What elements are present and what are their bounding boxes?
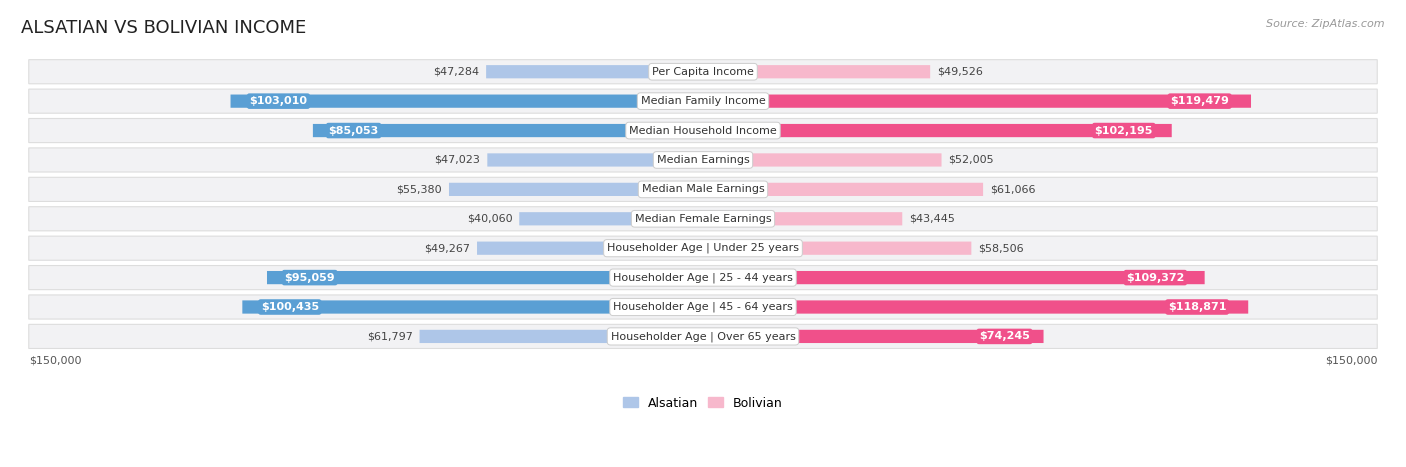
- FancyBboxPatch shape: [703, 65, 931, 78]
- Text: Source: ZipAtlas.com: Source: ZipAtlas.com: [1267, 19, 1385, 28]
- FancyBboxPatch shape: [703, 212, 903, 226]
- FancyBboxPatch shape: [703, 330, 1043, 343]
- FancyBboxPatch shape: [28, 236, 1378, 260]
- FancyBboxPatch shape: [703, 153, 942, 167]
- FancyBboxPatch shape: [703, 271, 1205, 284]
- Text: $61,066: $61,066: [990, 184, 1035, 194]
- Text: $47,284: $47,284: [433, 67, 479, 77]
- FancyBboxPatch shape: [486, 65, 703, 78]
- Text: Per Capita Income: Per Capita Income: [652, 67, 754, 77]
- FancyBboxPatch shape: [28, 148, 1378, 172]
- FancyBboxPatch shape: [28, 177, 1378, 201]
- FancyBboxPatch shape: [28, 207, 1378, 231]
- Text: $100,435: $100,435: [260, 302, 319, 312]
- Text: $118,871: $118,871: [1168, 302, 1226, 312]
- FancyBboxPatch shape: [314, 124, 703, 137]
- FancyBboxPatch shape: [28, 325, 1378, 348]
- Text: $102,195: $102,195: [1095, 126, 1153, 135]
- FancyBboxPatch shape: [703, 241, 972, 255]
- Text: Median Earnings: Median Earnings: [657, 155, 749, 165]
- FancyBboxPatch shape: [703, 94, 1251, 108]
- FancyBboxPatch shape: [28, 295, 1378, 319]
- FancyBboxPatch shape: [703, 300, 1249, 314]
- Text: Householder Age | Under 25 years: Householder Age | Under 25 years: [607, 243, 799, 254]
- Text: $119,479: $119,479: [1170, 96, 1229, 106]
- FancyBboxPatch shape: [267, 271, 703, 284]
- Text: $43,445: $43,445: [910, 214, 955, 224]
- Text: $58,506: $58,506: [979, 243, 1024, 253]
- Text: $109,372: $109,372: [1126, 273, 1185, 283]
- Text: $55,380: $55,380: [396, 184, 441, 194]
- Text: Householder Age | Over 65 years: Householder Age | Over 65 years: [610, 331, 796, 342]
- Text: ALSATIAN VS BOLIVIAN INCOME: ALSATIAN VS BOLIVIAN INCOME: [21, 19, 307, 37]
- Text: $61,797: $61,797: [367, 332, 413, 341]
- FancyBboxPatch shape: [703, 124, 1171, 137]
- Text: $49,526: $49,526: [936, 67, 983, 77]
- FancyBboxPatch shape: [28, 266, 1378, 290]
- FancyBboxPatch shape: [519, 212, 703, 226]
- Text: $40,060: $40,060: [467, 214, 512, 224]
- FancyBboxPatch shape: [488, 153, 703, 167]
- FancyBboxPatch shape: [703, 183, 983, 196]
- Text: $150,000: $150,000: [28, 355, 82, 366]
- Text: Median Family Income: Median Family Income: [641, 96, 765, 106]
- Legend: Alsatian, Bolivian: Alsatian, Bolivian: [623, 396, 783, 410]
- Text: $103,010: $103,010: [249, 96, 308, 106]
- FancyBboxPatch shape: [231, 94, 703, 108]
- Text: Median Female Earnings: Median Female Earnings: [634, 214, 772, 224]
- Text: $47,023: $47,023: [434, 155, 481, 165]
- Text: Householder Age | 25 - 44 years: Householder Age | 25 - 44 years: [613, 272, 793, 283]
- FancyBboxPatch shape: [28, 119, 1378, 142]
- FancyBboxPatch shape: [449, 183, 703, 196]
- Text: $74,245: $74,245: [979, 332, 1031, 341]
- Text: $52,005: $52,005: [949, 155, 994, 165]
- Text: $95,059: $95,059: [284, 273, 335, 283]
- Text: $85,053: $85,053: [329, 126, 378, 135]
- Text: Householder Age | 45 - 64 years: Householder Age | 45 - 64 years: [613, 302, 793, 312]
- FancyBboxPatch shape: [28, 89, 1378, 113]
- FancyBboxPatch shape: [419, 330, 703, 343]
- FancyBboxPatch shape: [28, 60, 1378, 84]
- FancyBboxPatch shape: [477, 241, 703, 255]
- FancyBboxPatch shape: [242, 300, 703, 314]
- Text: Median Male Earnings: Median Male Earnings: [641, 184, 765, 194]
- Text: $150,000: $150,000: [1324, 355, 1378, 366]
- Text: Median Household Income: Median Household Income: [628, 126, 778, 135]
- Text: $49,267: $49,267: [425, 243, 470, 253]
